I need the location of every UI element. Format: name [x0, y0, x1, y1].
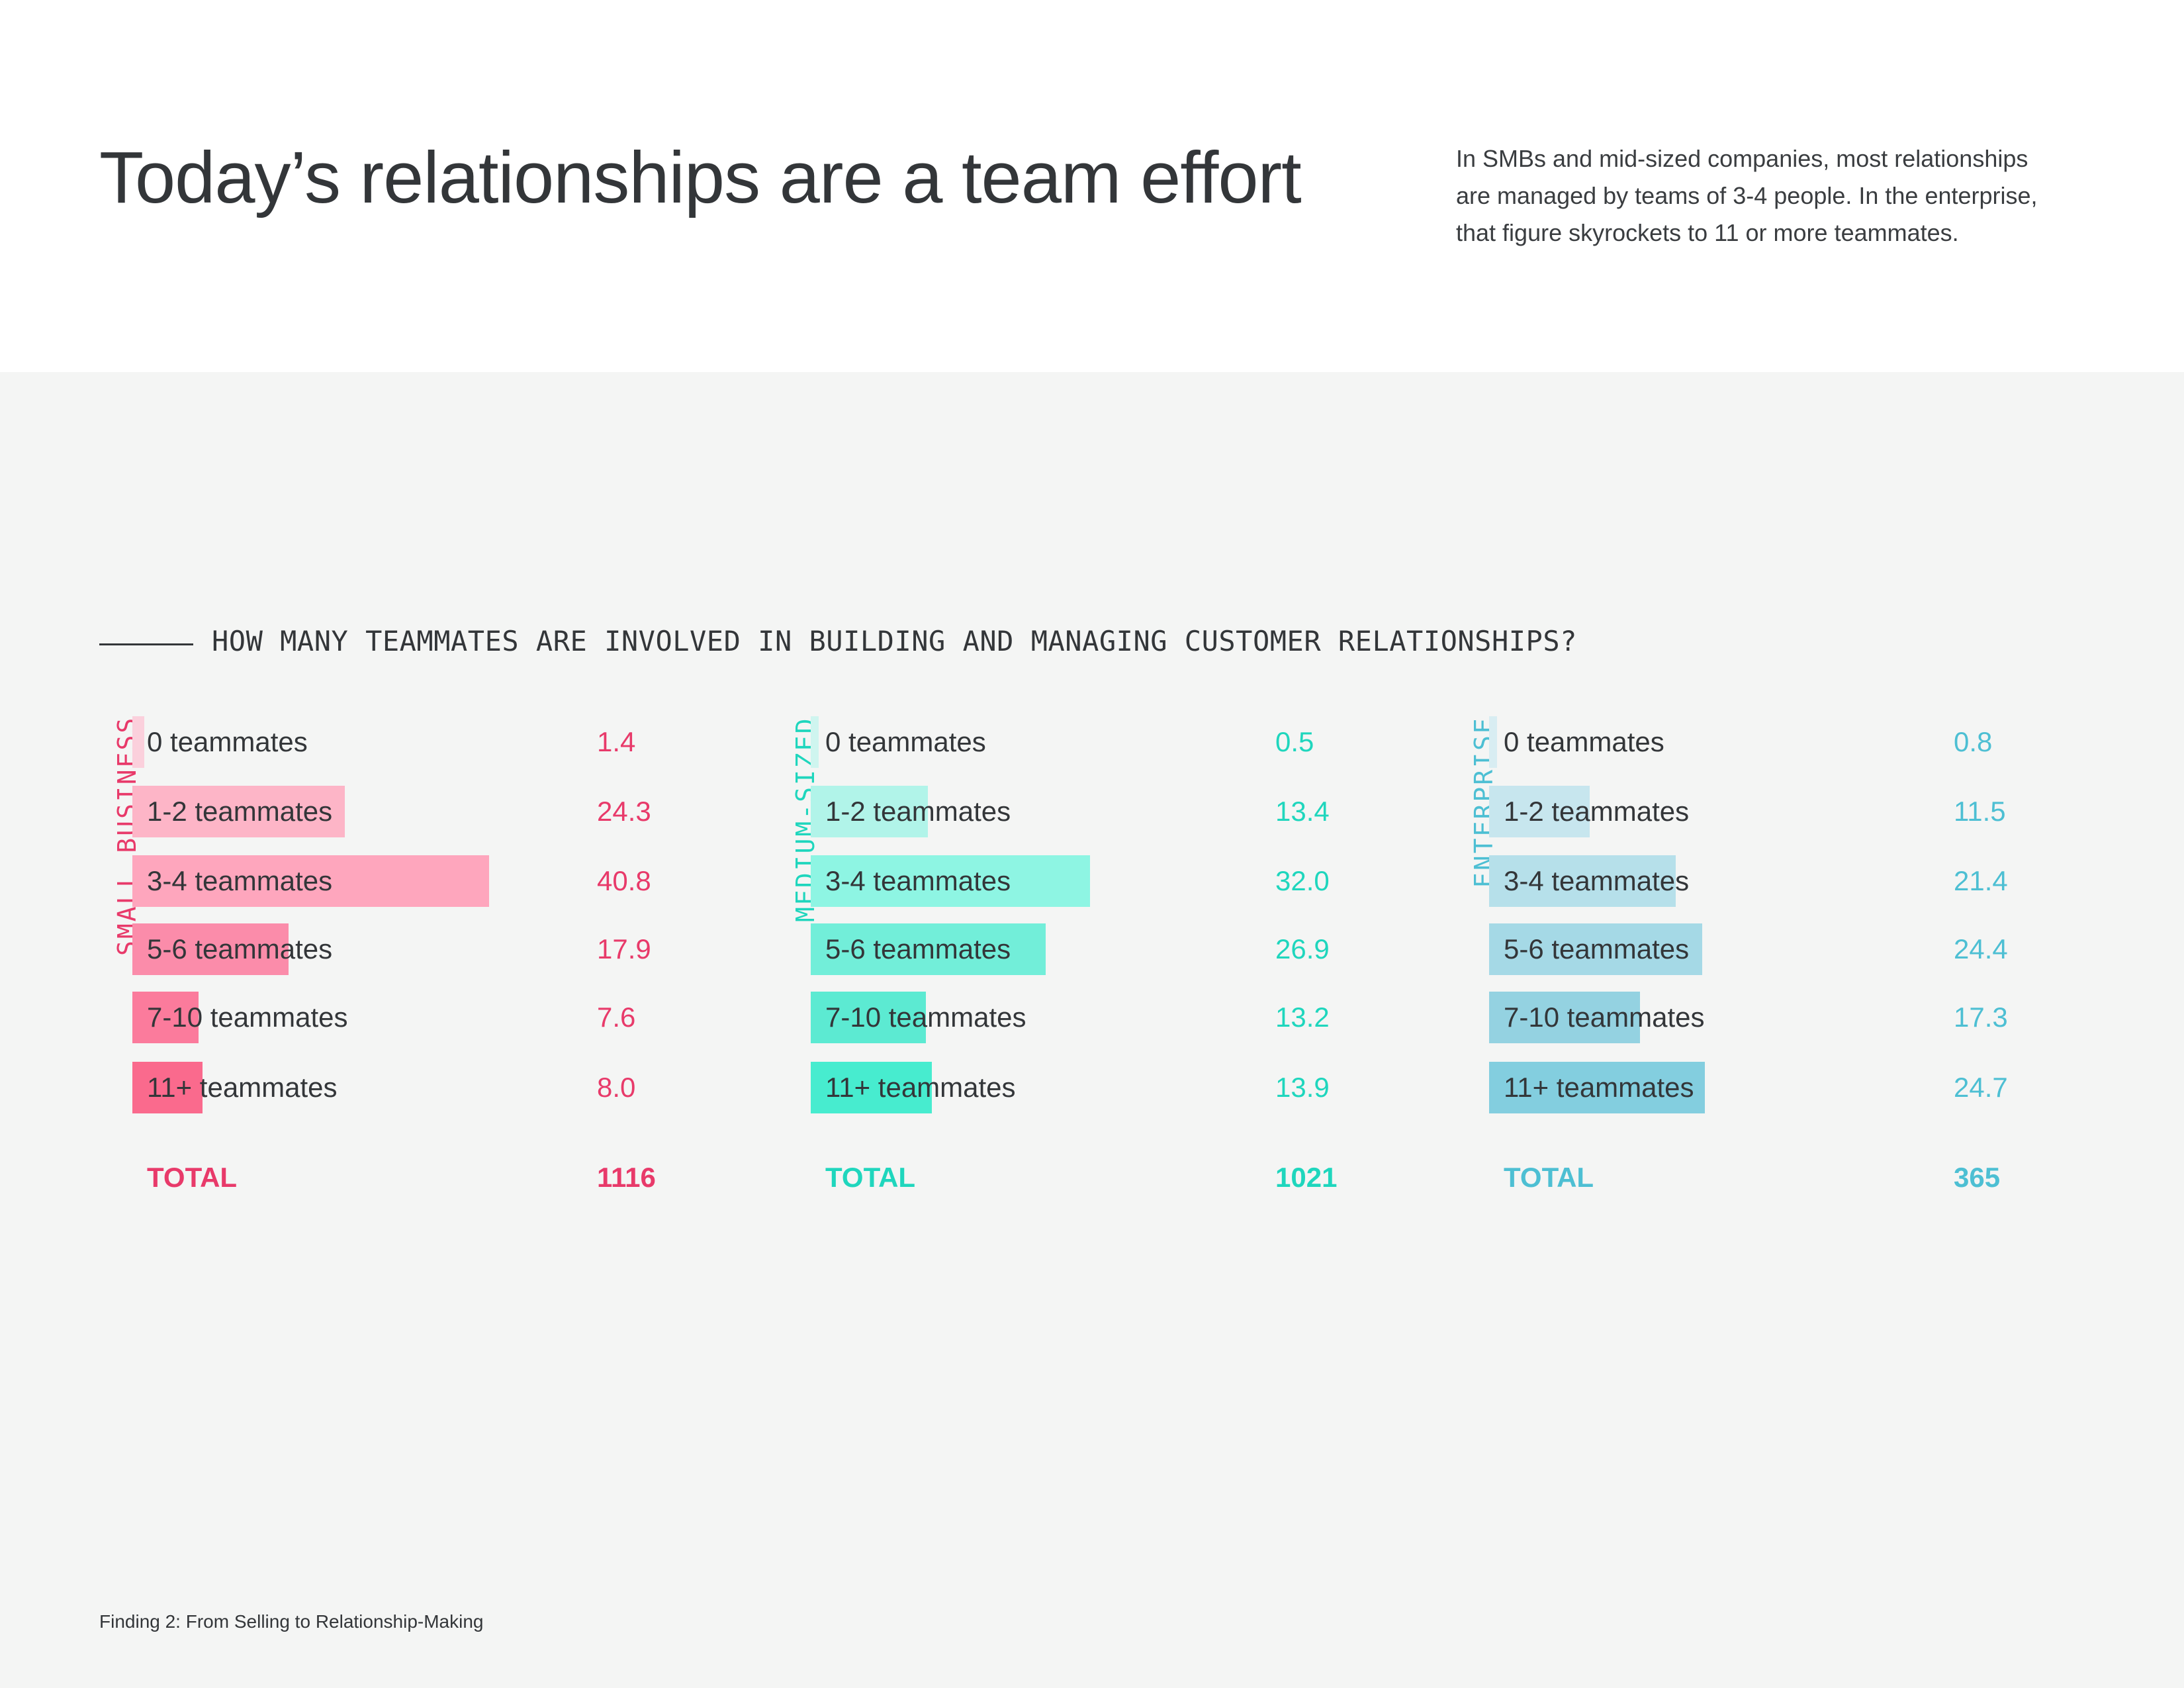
chart-row: 3-4 teammates 32.0 — [811, 855, 1353, 907]
data-label: 24.3 — [597, 796, 651, 827]
chart-row: 11+ teammates 13.9 — [811, 1062, 1353, 1113]
category-label: 1-2 teammates — [1504, 796, 1690, 827]
chart-row: 5-6 teammates 17.9 — [132, 923, 675, 975]
chart-row: 3-4 teammates 40.8 — [132, 855, 675, 907]
chart-row: 7-10 teammates 7.6 — [132, 992, 675, 1043]
chart-row: 7-10 teammates 13.2 — [811, 992, 1353, 1043]
bar — [1489, 716, 1497, 768]
data-label: 26.9 — [1275, 933, 1330, 964]
bar — [132, 716, 145, 768]
bar — [811, 716, 819, 768]
chart-group-small-business: SMALL BUSINESS 0 teammates 1.4 1-2 teammate… — [99, 716, 695, 1219]
bar — [1489, 923, 1703, 975]
chart-row: 1-2 teammates 24.3 — [132, 786, 675, 837]
chart-row: 0 teammates 1.4 — [132, 716, 675, 768]
data-label: 17.3 — [1954, 1002, 2008, 1033]
bar — [1489, 1062, 1706, 1113]
bar — [132, 786, 345, 837]
bar — [811, 855, 1091, 907]
data-label: 13.9 — [1275, 1072, 1330, 1103]
chart-row: 3-4 teammates 21.4 — [1489, 855, 2032, 907]
data-label: 24.4 — [1954, 933, 2008, 964]
chart-row: 1-2 teammates 13.4 — [811, 786, 1353, 837]
bar — [811, 992, 927, 1043]
category-label: 3-4 teammates — [147, 865, 333, 896]
total-value: 365 — [1954, 1162, 2001, 1193]
chart-title: HOW MANY TEAMMATES ARE INVOLVED IN BUILD… — [212, 625, 1577, 657]
category-label: 0 teammates — [147, 726, 308, 757]
data-label: 21.4 — [1954, 865, 2008, 896]
footer-caption: Finding 2: From Selling to Relationship-… — [99, 1611, 484, 1632]
category-label: 3-4 teammates — [825, 865, 1011, 896]
chart-row: 7-10 teammates 17.3 — [1489, 992, 2032, 1043]
category-label: 0 teammates — [825, 726, 986, 757]
data-label: 24.7 — [1954, 1072, 2008, 1103]
data-label: 32.0 — [1275, 865, 1330, 896]
category-label: 11+ teammates — [147, 1072, 338, 1103]
bar — [1489, 786, 1590, 837]
category-label: 7-10 teammates — [1504, 1002, 1705, 1033]
category-label: 1-2 teammates — [147, 796, 333, 827]
intro-text: In SMBs and mid-sized companies, most re… — [1456, 145, 2038, 246]
data-label: 17.9 — [597, 933, 651, 964]
header: Today’s relationships are a team effort … — [0, 0, 2184, 372]
question-rule — [99, 643, 193, 645]
data-label: 40.8 — [597, 865, 651, 896]
bar — [132, 855, 489, 907]
chart-row: 1-2 teammates 11.5 — [1489, 786, 2032, 837]
data-label: 13.2 — [1275, 1002, 1330, 1033]
category-label: 11+ teammates — [1504, 1072, 1694, 1103]
bar — [1489, 855, 1676, 907]
chart-row: 0 teammates 0.8 — [1489, 716, 2032, 768]
category-label: 11+ teammates — [825, 1072, 1016, 1103]
bar — [1489, 992, 1641, 1043]
category-label: 3-4 teammates — [1504, 865, 1690, 896]
data-label: 1.4 — [597, 726, 636, 757]
bar — [132, 923, 289, 975]
chart-panel: HOW MANY TEAMMATES ARE INVOLVED IN BUILD… — [0, 372, 2184, 1688]
total-value: 1021 — [1275, 1162, 1338, 1193]
category-label: 7-10 teammates — [147, 1002, 348, 1033]
data-label: 11.5 — [1954, 796, 2006, 827]
category-label: 1-2 teammates — [825, 796, 1011, 827]
total-label: TOTAL — [825, 1162, 916, 1193]
category-label: 0 teammates — [1504, 726, 1664, 757]
data-label: 0.8 — [1954, 726, 1993, 757]
chart-group-enterprise: ENTERPRISE 0 teammates 0.8 1-2 teammates 11.… — [1456, 716, 2052, 1219]
bar — [811, 1062, 933, 1113]
category-label: 5-6 teammates — [1504, 933, 1690, 964]
category-label: 5-6 teammates — [825, 933, 1011, 964]
bar — [811, 786, 928, 837]
data-label: 7.6 — [597, 1002, 636, 1033]
total-label: TOTAL — [1504, 1162, 1594, 1193]
total-label: TOTAL — [147, 1162, 238, 1193]
chart-group-medium-sized: MEDIUM-SIZED 0 teammates 0.5 1-2 teammates 1… — [778, 716, 1373, 1219]
page-title: Today’s relationships are a team effort — [99, 137, 1302, 218]
data-label: 0.5 — [1275, 726, 1314, 757]
chart-row: 0 teammates 0.5 — [811, 716, 1353, 768]
bar — [811, 923, 1046, 975]
bar — [132, 992, 199, 1043]
bar — [132, 1062, 203, 1113]
data-label: 8.0 — [597, 1072, 636, 1103]
chart-row: 11+ teammates 24.7 — [1489, 1062, 2032, 1113]
chart-row: 11+ teammates 8.0 — [132, 1062, 675, 1113]
total-value: 1116 — [597, 1162, 656, 1193]
category-label: 7-10 teammates — [825, 1002, 1026, 1033]
category-label: 5-6 teammates — [147, 933, 333, 964]
chart-row: 5-6 teammates 26.9 — [811, 923, 1353, 975]
chart-row: 5-6 teammates 24.4 — [1489, 923, 2032, 975]
data-label: 13.4 — [1275, 796, 1330, 827]
